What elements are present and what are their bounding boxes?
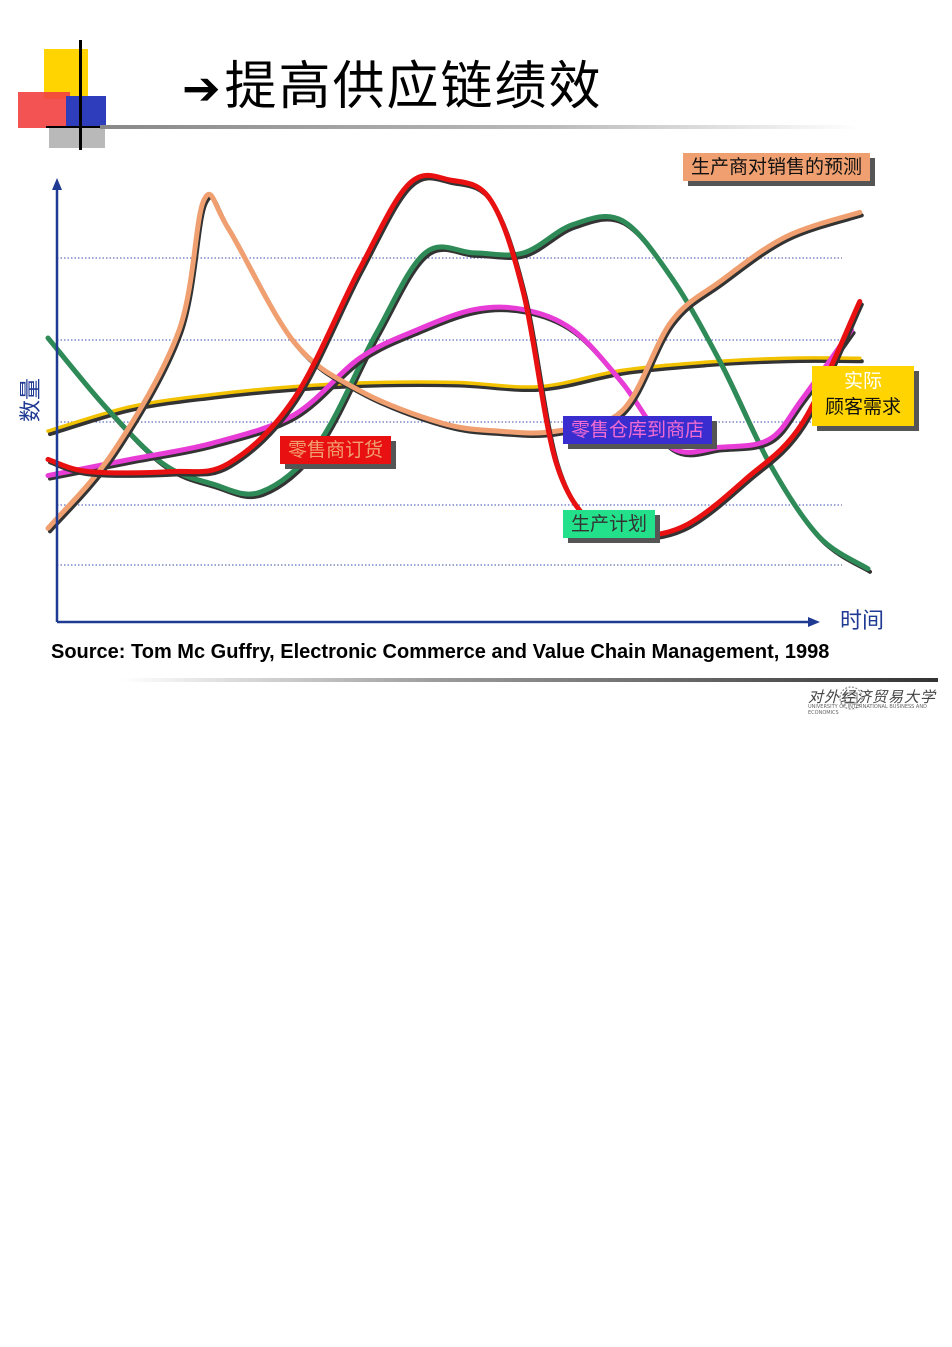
label-customer-demand-line2: 顾客需求 [824, 396, 901, 418]
x-axis-arrow-icon [808, 617, 820, 627]
title-text: 提高供应链绩效 [224, 57, 603, 117]
x-axis-label: 时间 [840, 609, 884, 634]
slide-title: ➔提高供应链绩效 [182, 52, 603, 122]
title-divider [100, 125, 860, 129]
series-shadow-warehouse [48, 308, 856, 481]
label-warehouse: 零售仓库到商店 [563, 416, 713, 444]
series-line-forecast [45, 191, 863, 531]
label-retail-order: 零售商订货 [280, 436, 392, 464]
corner-red-square [18, 92, 70, 128]
title-arrow-icon: ➔ [182, 61, 223, 115]
chart-series [45, 172, 872, 574]
footer-divider [120, 678, 938, 682]
y-axis-label: 数量 [19, 378, 44, 422]
label-production: 生产计划 [563, 510, 656, 538]
university-name: 对外经济贸易大学 [808, 688, 937, 706]
label-customer-demand-line1: 实际 [843, 370, 882, 392]
label-customer-demand: 实际 顾客需求 [812, 366, 914, 426]
corner-blue-square [66, 96, 106, 128]
series-shadow-production [48, 217, 872, 574]
series-line-production [45, 214, 871, 572]
corner-vertical-line [79, 40, 82, 150]
corner-horizontal-line [46, 126, 112, 128]
series-line-retail-order [45, 172, 863, 540]
university-emblem-icon [839, 686, 863, 710]
chart-axes [52, 178, 820, 627]
university-name-en: UNIVERSITY OF INTERNATIONAL BUSINESS AND… [808, 704, 927, 716]
corner-gray-square [49, 128, 105, 148]
chart-grid [57, 257, 842, 566]
label-forecast: 生产商对销售的预测 [683, 153, 871, 181]
y-axis-arrow-icon [52, 178, 62, 190]
source-citation: Source: Tom Mc Guffry, Electronic Commer… [51, 641, 830, 663]
series-line-warehouse [45, 304, 855, 479]
supply-chain-chart: 时间 数量 [19, 172, 884, 634]
